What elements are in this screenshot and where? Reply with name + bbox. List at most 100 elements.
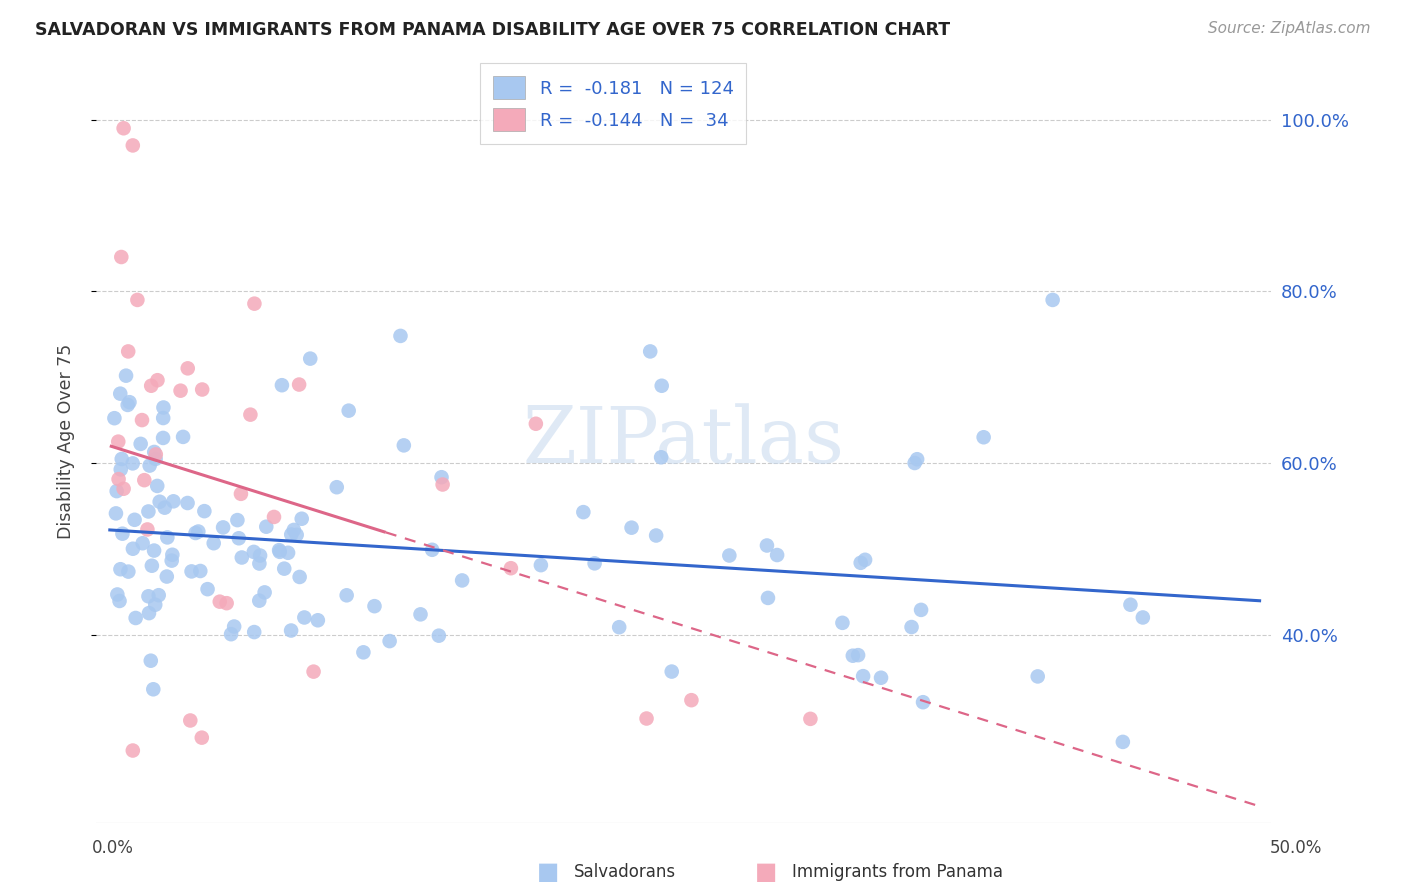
Text: Source: ZipAtlas.com: Source: ZipAtlas.com xyxy=(1208,21,1371,36)
Point xyxy=(107,472,129,486)
Point xyxy=(755,539,778,553)
Point xyxy=(620,521,643,535)
Point xyxy=(145,451,167,466)
Point xyxy=(152,431,174,445)
Point xyxy=(650,450,672,465)
Text: ■: ■ xyxy=(537,861,560,884)
Point xyxy=(253,585,276,599)
Point xyxy=(176,496,198,510)
Text: SALVADORAN VS IMMIGRANTS FROM PANAMA DISABILITY AGE OVER 75 CORRELATION CHART: SALVADORAN VS IMMIGRANTS FROM PANAMA DIS… xyxy=(35,21,950,38)
Point xyxy=(288,377,311,392)
Point xyxy=(141,558,163,573)
Point xyxy=(243,296,266,310)
Point xyxy=(111,452,134,467)
Point xyxy=(191,383,214,397)
Point xyxy=(636,712,658,726)
Point xyxy=(215,596,238,610)
Point xyxy=(110,386,132,401)
Point xyxy=(451,574,474,588)
Point xyxy=(131,536,153,550)
Point xyxy=(127,293,149,307)
Point xyxy=(187,524,209,539)
Point xyxy=(307,613,329,627)
Point xyxy=(134,473,156,487)
Point xyxy=(326,480,349,494)
Text: ZIPatlas: ZIPatlas xyxy=(523,404,845,479)
Point xyxy=(193,504,215,518)
Point xyxy=(197,582,219,596)
Point xyxy=(378,634,401,648)
Point xyxy=(638,344,661,359)
Point xyxy=(138,504,160,518)
Point xyxy=(524,417,547,431)
Point xyxy=(1132,610,1154,624)
Point xyxy=(131,413,153,427)
Point xyxy=(138,606,160,620)
Point xyxy=(121,138,143,153)
Point xyxy=(911,695,934,709)
Point xyxy=(142,682,165,697)
Point xyxy=(110,562,132,576)
Point xyxy=(124,513,146,527)
Point xyxy=(143,598,166,612)
Point xyxy=(105,587,128,601)
Point xyxy=(249,549,271,563)
Point xyxy=(900,620,922,634)
Point xyxy=(139,654,162,668)
Point xyxy=(904,456,927,470)
Point xyxy=(870,671,893,685)
Point xyxy=(105,484,128,499)
Point xyxy=(152,401,174,415)
Point xyxy=(283,523,305,537)
Point xyxy=(263,510,285,524)
Point xyxy=(228,531,250,545)
Point xyxy=(243,545,266,559)
Point xyxy=(160,553,183,567)
Point xyxy=(184,526,207,541)
Point xyxy=(430,470,453,484)
Point xyxy=(141,378,163,392)
Legend: R =  -0.181   N = 124, R =  -0.144   N =  34: R = -0.181 N = 124, R = -0.144 N = 34 xyxy=(479,63,747,145)
Point xyxy=(172,430,194,444)
Point xyxy=(427,629,450,643)
Point xyxy=(121,456,143,470)
Point xyxy=(389,329,412,343)
Point xyxy=(285,528,308,542)
Point xyxy=(910,603,932,617)
Point xyxy=(224,619,246,633)
Point xyxy=(853,553,876,567)
Point xyxy=(247,557,270,571)
Point xyxy=(110,250,132,264)
Point xyxy=(681,693,703,707)
Point xyxy=(143,543,166,558)
Text: Salvadorans: Salvadorans xyxy=(574,863,676,881)
Point xyxy=(718,549,741,563)
Point xyxy=(420,542,443,557)
Point xyxy=(583,557,606,571)
Point xyxy=(226,513,249,527)
Point xyxy=(118,395,141,409)
Point xyxy=(288,570,311,584)
Point xyxy=(110,462,132,476)
Point xyxy=(280,527,302,541)
Point xyxy=(269,543,291,558)
Point xyxy=(291,512,314,526)
Point xyxy=(302,665,325,679)
Point xyxy=(104,507,127,521)
Point xyxy=(138,458,160,473)
Point xyxy=(392,438,415,452)
Point xyxy=(162,548,184,562)
Point xyxy=(846,648,869,662)
Point xyxy=(146,373,169,387)
Point xyxy=(111,526,134,541)
Point xyxy=(117,344,139,359)
Point xyxy=(202,536,225,550)
Point xyxy=(280,624,302,638)
Point xyxy=(273,561,295,575)
Point xyxy=(831,615,853,630)
Text: 50.0%: 50.0% xyxy=(1270,838,1322,856)
Point xyxy=(107,434,129,449)
Text: ■: ■ xyxy=(755,861,778,884)
Point xyxy=(277,546,299,560)
Point xyxy=(973,430,995,444)
